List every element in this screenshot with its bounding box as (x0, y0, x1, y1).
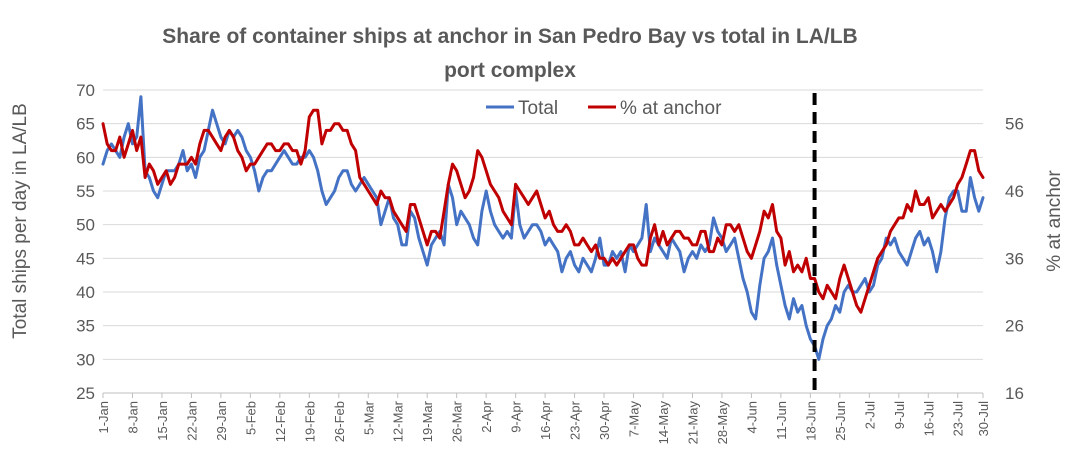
y-axis-label: Total ships per day in LA/LB (10, 103, 31, 339)
y-tick-label: 35 (76, 317, 95, 336)
x-tick-label: 7-May (627, 401, 642, 438)
legend-label-anchor: % at anchor (620, 98, 722, 119)
x-tick-label: 19-Mar (420, 400, 435, 442)
y-tick-label: 70 (76, 81, 95, 100)
y-tick-label: 45 (76, 249, 95, 268)
x-tick-label: 12-Feb (273, 401, 288, 442)
x-tick-label: 26-Mar (450, 400, 465, 442)
y-tick-label: 65 (76, 115, 95, 134)
legend-label-total: Total (518, 98, 558, 119)
x-tick-label: 12-Mar (391, 400, 406, 442)
chart-title-line1: Share of container ships at anchor in Sa… (162, 25, 857, 48)
x-tick-label: 25-Jun (833, 401, 848, 441)
x-tick-label: 1-Jan (96, 401, 111, 434)
x-tick-label: 28-May (715, 401, 730, 445)
x-tick-label: 5-Feb (243, 401, 258, 435)
x-tick-label: 9-Apr (509, 400, 524, 432)
y-tick-label: 55 (76, 182, 95, 201)
y-tick-label: 40 (76, 283, 95, 302)
y2-tick-label: 56 (1005, 115, 1024, 134)
series-line-anchor (101, 108, 985, 314)
x-tick-label: 19-Feb (302, 401, 317, 442)
x-tick-label: 23-Jul (951, 401, 966, 437)
y2-axis-label: % at anchor (1044, 170, 1065, 272)
x-tick-label: 15-Jan (155, 401, 170, 441)
x-tick-label: 4-Jun (744, 401, 759, 434)
x-tick-label: 14-May (656, 401, 671, 445)
series-line-total (101, 95, 985, 361)
x-tick-label: 18-Jun (803, 401, 818, 441)
x-tick-label: 21-May (685, 401, 700, 445)
gridlines (103, 89, 983, 394)
x-tick-label: 23-Apr (568, 400, 583, 440)
x-tick-label: 2-Jul (862, 401, 877, 429)
y-tick-label: 25 (76, 384, 95, 403)
x-tick-label: 8-Jan (125, 401, 140, 434)
x-tick-label: 22-Jan (184, 401, 199, 441)
x-tick-label: 5-Mar (361, 400, 376, 435)
x-tick-label: 9-Jul (892, 401, 907, 429)
y2-tick-label: 26 (1005, 317, 1024, 336)
chart-title-line2: port complex (444, 59, 576, 82)
y-tick-label: 50 (76, 216, 95, 235)
x-tick-label: 30-Jul (976, 401, 991, 437)
x-tick-label: 26-Feb (332, 401, 347, 442)
x-tick-label: 29-Jan (214, 401, 229, 441)
y-tick-label: 30 (76, 350, 95, 369)
series-lines (101, 95, 985, 361)
axes: 25 30 35 40 45 50 55 60 65 70 16 26 36 46 56 1-Jan 8-Jan… (76, 81, 1024, 444)
y-tick-label: 60 (76, 148, 95, 167)
x-tick-label: 16-Jul (921, 401, 936, 437)
x-tick-label: 16-Apr (538, 400, 553, 440)
y2-tick-label: 46 (1005, 182, 1024, 201)
x-tick-label: 30-Apr (597, 400, 612, 440)
legend: Total % at anchor (486, 98, 722, 119)
x-tick-label: 11-Jun (774, 401, 789, 440)
y2-tick-label: 36 (1005, 249, 1024, 268)
x-tick-label: 2-Apr (479, 400, 494, 432)
y2-tick-label: 16 (1005, 384, 1024, 403)
